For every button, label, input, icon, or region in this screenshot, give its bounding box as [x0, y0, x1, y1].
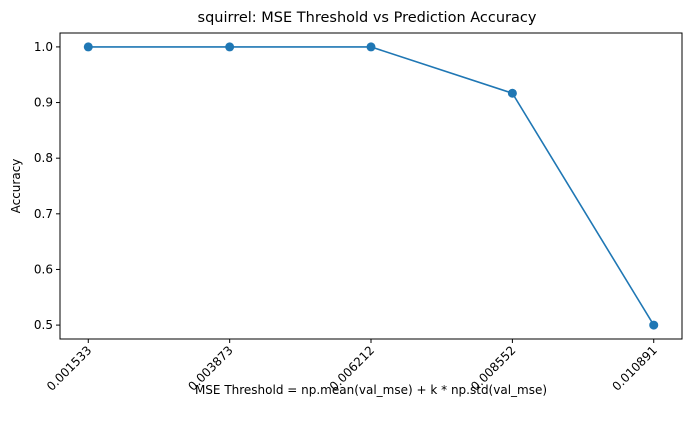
y-tick-label: 0.5: [34, 318, 53, 332]
y-tick-label: 1.0: [34, 40, 53, 54]
data-point: [507, 88, 517, 98]
data-point: [83, 42, 93, 52]
y-tick-label: 0.7: [34, 207, 53, 221]
y-tick-label: 0.8: [34, 151, 53, 165]
y-tick-label: 0.9: [34, 96, 53, 110]
x-axis-label: MSE Threshold = np.mean(val_mse) + k * n…: [195, 383, 547, 397]
data-point: [649, 320, 659, 330]
data-point: [225, 42, 235, 52]
y-tick-label: 0.6: [34, 262, 53, 276]
chart-title: squirrel: MSE Threshold vs Prediction Ac…: [198, 10, 537, 26]
y-axis-label: Accuracy: [9, 159, 23, 214]
data-point: [366, 42, 376, 52]
